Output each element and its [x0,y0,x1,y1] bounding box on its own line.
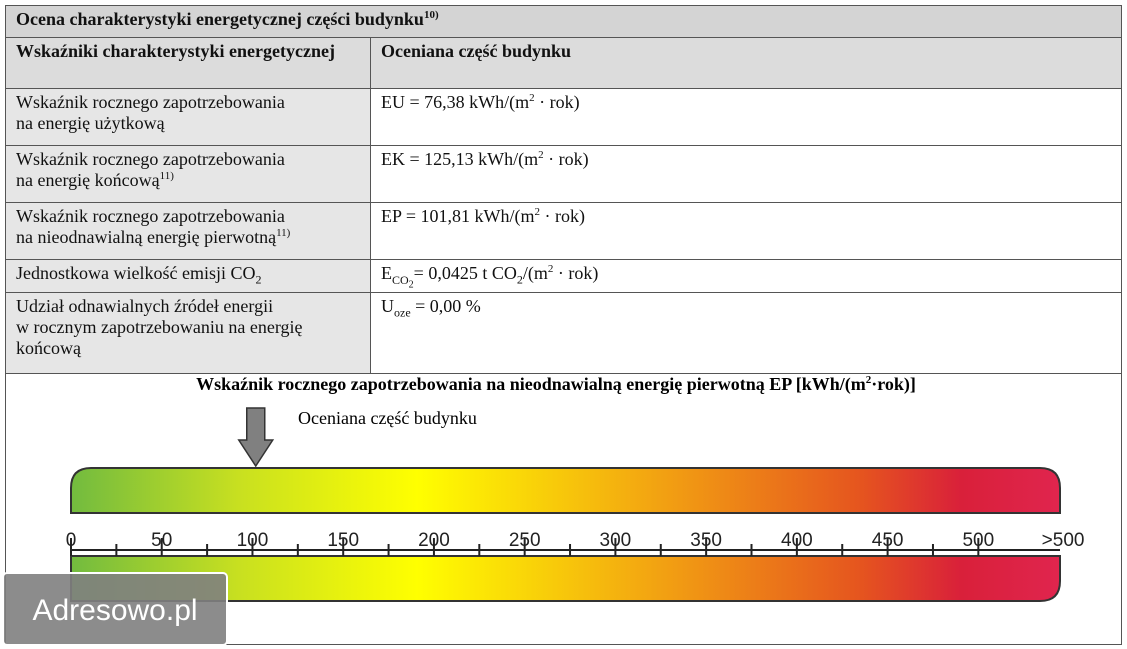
title-text: Ocena charakterystyki energetycznej częś… [16,9,424,29]
sub: 2 [516,272,523,287]
tick-label: 300 [600,530,632,551]
text: Wskaźnik rocznego zapotrzebowania [16,149,285,169]
text: Wskaźnik rocznego zapotrzebowania [16,206,285,226]
text: · rok) [553,263,599,283]
text: Wskaźnik rocznego zapotrzebowania [16,92,285,112]
tick-label: 400 [781,530,813,551]
text: na energię końcową [16,170,160,190]
note: 11) [276,227,291,239]
text: w rocznym zapotrzebowaniu na energię [16,317,303,337]
value-cell: EK = 125,13 kWh/(m2 · rok) [370,145,1122,203]
tick-label: 0 [66,530,77,551]
sub: CO [392,272,409,287]
sup: 2 [538,149,544,161]
sub: 2 [408,278,414,290]
sup: 2 [534,206,540,218]
text: E [381,263,392,283]
scale-box [5,372,1122,645]
text: EK = 125,13 kWh/(m [381,149,539,169]
header-cell: Oceniana część budynku [370,37,1122,89]
value-cell: Uoze = 0,00 % [370,292,1122,374]
label-cell: Wskaźnik rocznego zapotrzebowania na ener… [5,145,371,203]
text: = 0,0425 t CO [413,263,517,283]
note: 11) [159,170,174,182]
watermark-box [2,572,228,646]
sub: 2 [255,272,262,287]
label-cell: Wskaźnik rocznego zapotrzebowania na ener… [5,88,371,146]
tick-label: 350 [690,530,722,551]
text: EU = 76,38 kWh/(m [381,92,530,112]
marker-arrow [237,407,275,468]
tick-label: 500 [962,530,994,551]
note: 10) [423,9,439,21]
scale-bar [70,555,1061,602]
tick-label: 200 [418,530,450,551]
text: · rok) [543,149,589,169]
energy-table: Ocena charakterystyki energetycznej częś… [5,5,1122,374]
sup: 2 [547,263,554,275]
label-cell: Udział odnawialnych źródeł energii w rocz… [5,292,371,374]
label-cell: Jednostkowa wielkość emisji CO2 [5,259,371,293]
text: na nieodnawialną energię pierwotną [16,227,277,247]
text: na energię użytkową [16,113,165,133]
scale-bar [70,467,1061,514]
text: · rok) [534,92,580,112]
text: · rok) [539,206,585,226]
tick-label: 250 [509,530,541,551]
tick-label: 150 [327,530,359,551]
text: U [381,296,394,316]
text: = 0,00 % [410,296,481,316]
value-cell: ECO2= 0,0425 t CO2/(m2 · rok) [370,259,1122,293]
watermark: Adresowo.pl [32,594,197,627]
label-cell: Wskaźnik rocznego zapotrzebowania na nieo… [5,202,371,260]
sup: 2 [529,92,535,104]
tick-label: 50 [151,530,172,551]
tick-label: 100 [237,530,269,551]
title: Ocena charakterystyki energetycznej częś… [5,5,1122,38]
text: Jednostkowa wielkość emisji CO [16,263,256,283]
text: Udział odnawialnych źródeł energii [16,296,274,316]
tick-label: 450 [872,530,904,551]
text: /(m [522,263,548,283]
sub: oze [394,305,411,320]
scale-title: Wskaźnik rocznego zapotrzebowania na nie… [196,374,916,395]
text: końcową [16,338,81,358]
header-cell: Wskaźniki charakterystyki energetycznej [5,37,371,89]
tick-label: >500 [1042,530,1085,551]
arrow-label: Oceniana część budynku [298,408,477,428]
text: EP = 101,81 kWh/(m [381,206,535,226]
